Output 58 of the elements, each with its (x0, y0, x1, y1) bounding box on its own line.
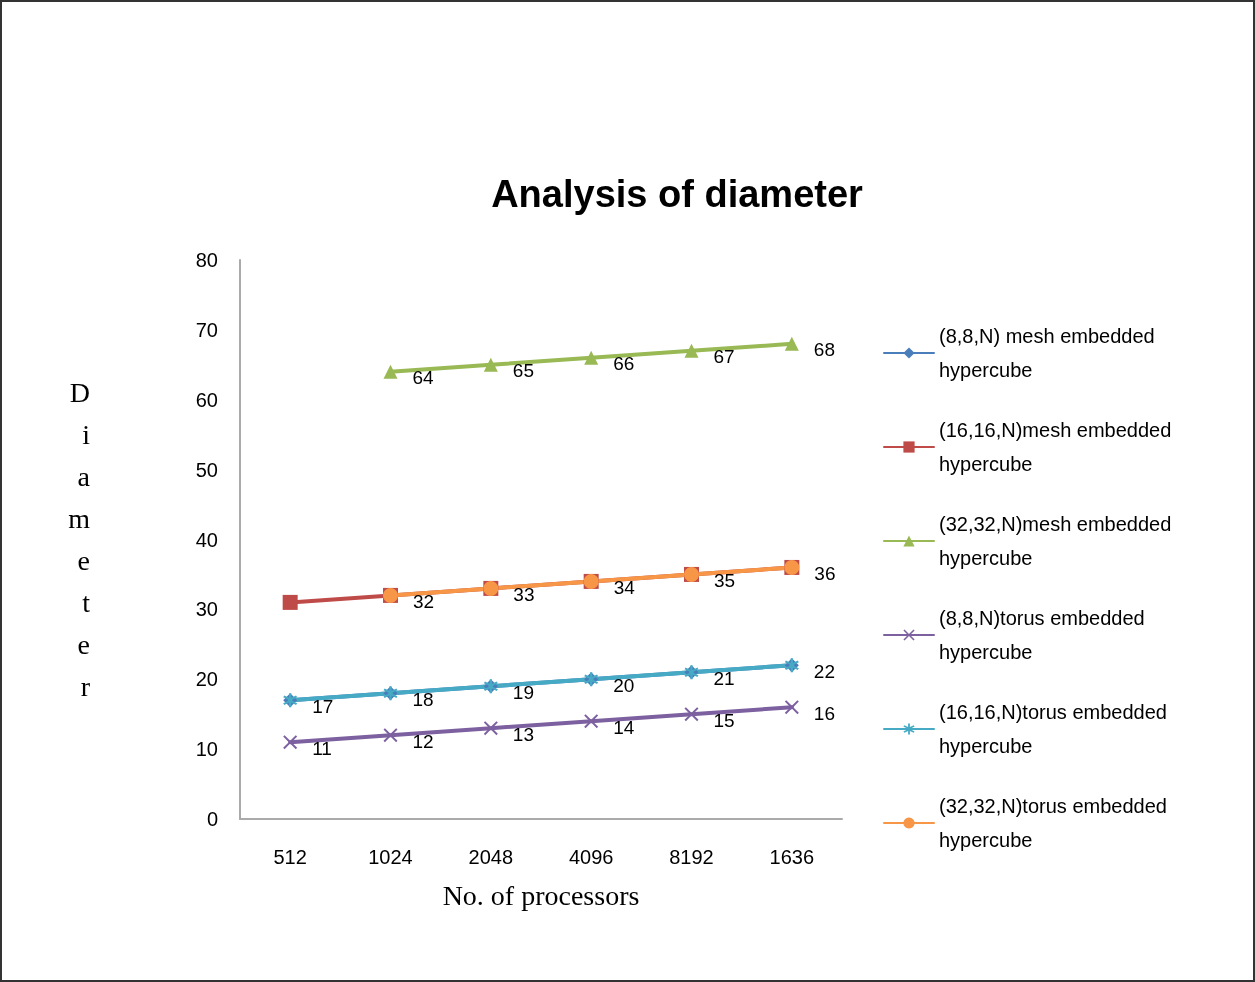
y-axis-title: Diameter (68, 377, 91, 702)
legend-label: (32,32,N)torus embedded hypercube (939, 795, 1173, 851)
data-label: 36 (814, 562, 836, 584)
data-label: 34 (613, 576, 636, 598)
x-tick-label: 4096 (568, 846, 614, 868)
data-label: 66 (613, 353, 635, 375)
point (684, 707, 699, 722)
point (383, 728, 398, 743)
point (483, 721, 498, 736)
data-label: 15 (713, 709, 735, 731)
data-label: 22 (813, 660, 835, 682)
data-label: 17 (312, 695, 334, 717)
legend-label: (8,8,N)torus embedded hypercube (939, 607, 1151, 663)
x-tick-label: 2048 (468, 846, 514, 868)
data-label: 32 (413, 590, 435, 612)
point (684, 343, 699, 358)
chart-title: Analysis of diameter (491, 173, 864, 215)
x-tick-label: 1636 (769, 846, 815, 868)
y-tick-label: 40 (195, 528, 218, 551)
x-tick-label: 512 (273, 846, 307, 868)
point (784, 700, 799, 715)
data-label: 65 (512, 360, 534, 382)
data-label: 16 (813, 702, 835, 724)
data-label: 33 (513, 583, 535, 605)
data-label: 18 (412, 688, 434, 710)
data-label: 35 (714, 569, 736, 591)
data-label: 68 (813, 339, 835, 361)
x-tick-label: 8192 (669, 846, 714, 868)
point (383, 364, 398, 379)
y-tick-label: 60 (195, 388, 218, 411)
data-label: 21 (713, 667, 735, 689)
point (483, 357, 498, 372)
data-label: 13 (512, 723, 534, 745)
y-tick-label: 70 (195, 318, 218, 341)
legend-label: (16,16,N)mesh embedded hypercube (939, 419, 1177, 475)
data-label: 19 (512, 681, 534, 703)
y-tick-label: 80 (195, 249, 218, 271)
y-tick-label: 50 (195, 458, 218, 481)
y-tick-label: 20 (195, 668, 218, 691)
legend-label: (8,8,N) mesh embedded hypercube (939, 325, 1161, 381)
point (282, 594, 298, 610)
y-tick-label: 30 (195, 598, 218, 621)
point (584, 714, 599, 729)
y-tick-label: 0 (206, 808, 218, 830)
legend-label: (32,32,N)mesh embedded hypercube (939, 513, 1177, 569)
data-label: 64 (412, 367, 435, 389)
point (784, 336, 799, 351)
data-label: 11 (312, 737, 332, 759)
y-tick-label: 10 (195, 738, 218, 761)
data-label: 67 (713, 346, 735, 368)
point (283, 735, 298, 750)
data-label: 20 (613, 674, 635, 696)
legend-label: (16,16,N)torus embedded hypercube (939, 701, 1173, 757)
point (584, 350, 599, 365)
x-axis-title: No. of processors (442, 879, 640, 911)
data-label: 14 (613, 716, 635, 738)
x-tick-label: 1024 (368, 846, 413, 868)
data-label: 12 (412, 730, 434, 752)
